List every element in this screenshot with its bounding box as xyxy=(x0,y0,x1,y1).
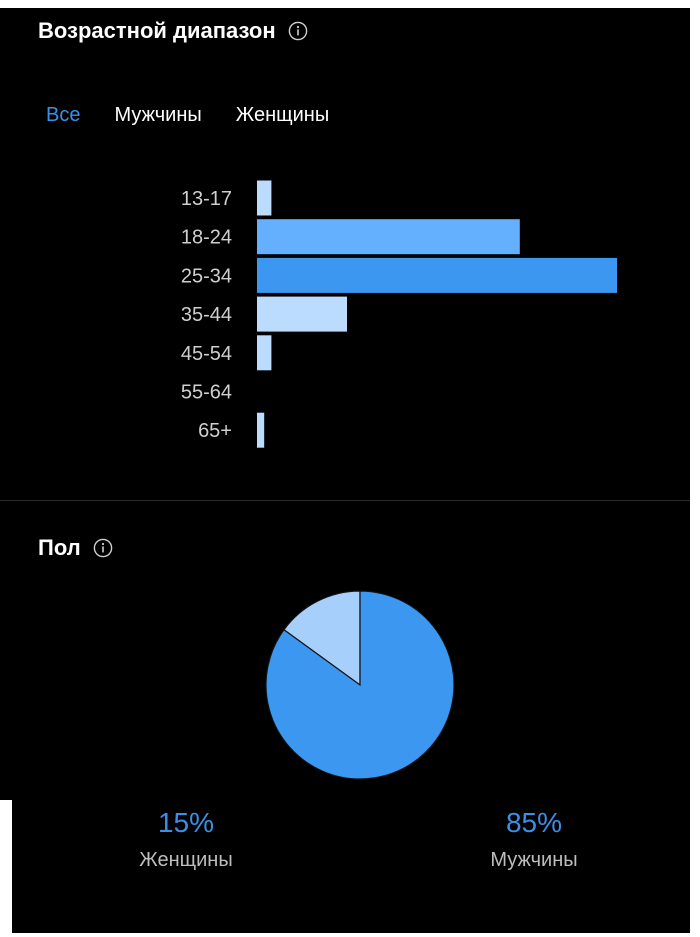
gender-filter-tabs: Все Мужчины Женщины xyxy=(46,104,329,127)
men-percent: 85% xyxy=(505,807,563,838)
age-tick-label: 18-24 xyxy=(181,227,232,249)
women-percent: 15% xyxy=(157,807,215,838)
women-label: Женщины xyxy=(139,849,233,871)
age-tick-label: 13-17 xyxy=(181,188,232,210)
tab-men[interactable]: Мужчины xyxy=(114,104,202,126)
pie-slice-women[interactable] xyxy=(283,590,361,687)
age-bar[interactable] xyxy=(257,335,272,371)
age-bar[interactable] xyxy=(257,219,520,255)
tab-all[interactable]: Все xyxy=(46,104,81,126)
age-tick-label: 45-54 xyxy=(181,343,232,365)
pie-slice-men[interactable] xyxy=(265,590,455,780)
women-stat: 15% Женщины xyxy=(76,807,296,872)
men-stat: 85% Мужчины xyxy=(424,807,644,872)
sex-title: Пол xyxy=(38,535,81,560)
sex-pie-chart xyxy=(265,590,455,780)
age-tick-label: 25-34 xyxy=(181,265,232,287)
age-tick-label: 65+ xyxy=(198,420,232,442)
info-icon[interactable] xyxy=(288,21,308,41)
section-divider xyxy=(0,500,690,501)
men-label: Мужчины xyxy=(490,849,578,871)
screen-edge-right xyxy=(690,0,700,937)
age-tick-label: 35-44 xyxy=(181,304,232,326)
screen-edge-bottom xyxy=(0,933,700,937)
age-bar[interactable] xyxy=(257,296,347,332)
screen-edge-top xyxy=(0,0,700,8)
age-range-bar-chart: 13-17 18-24 25-34 35-44 45-54 55-64 65+ xyxy=(181,180,617,448)
tab-women[interactable]: Женщины xyxy=(235,104,330,126)
age-range-header: Возрастной диапазон xyxy=(38,18,308,44)
age-bar[interactable] xyxy=(257,180,272,216)
sex-header: Пол xyxy=(38,535,113,561)
age-range-title: Возрастной диапазон xyxy=(38,18,276,43)
age-bar[interactable] xyxy=(257,257,617,293)
age-tick-label: 55-64 xyxy=(181,382,232,404)
info-icon[interactable] xyxy=(93,538,113,558)
age-bar[interactable] xyxy=(257,412,265,448)
screen-edge-left xyxy=(0,800,12,937)
